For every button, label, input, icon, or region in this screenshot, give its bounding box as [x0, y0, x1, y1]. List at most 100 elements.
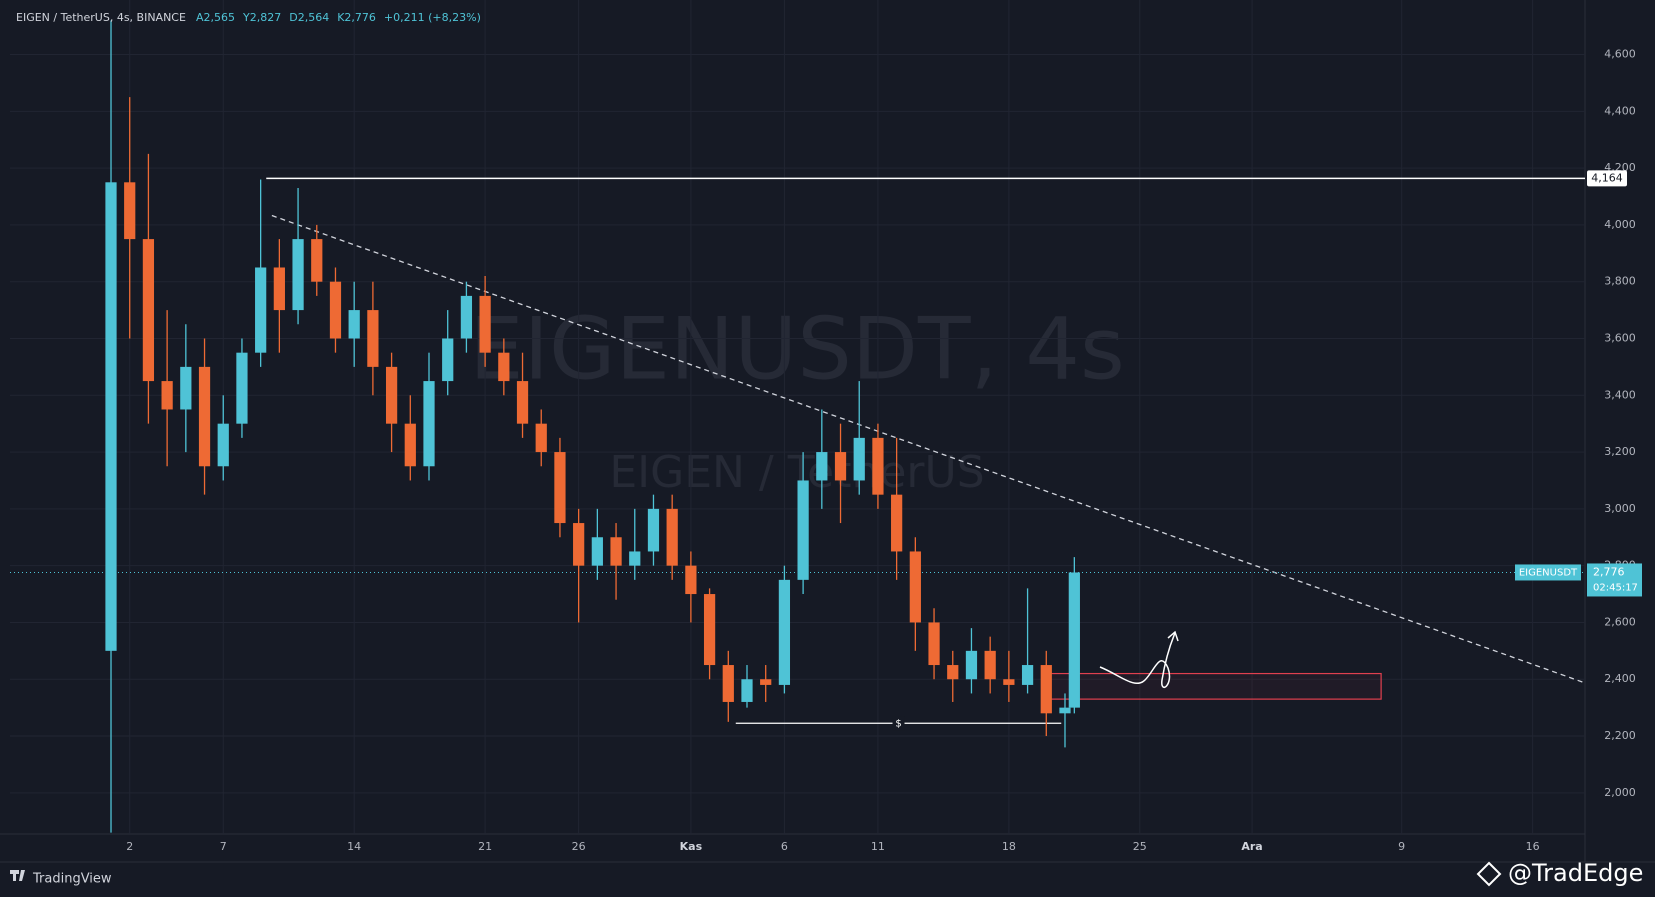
candle-body [703, 594, 716, 666]
trend-line [271, 214, 1586, 684]
demand-zone [1049, 672, 1382, 700]
candle-body [816, 452, 828, 481]
y-tick-label: 4,600 [1604, 48, 1636, 61]
y-tick-label: 4,400 [1604, 104, 1636, 117]
x-tick-label: 18 [1002, 840, 1016, 853]
x-tick-label: Ara [1241, 840, 1262, 853]
candle-body [891, 494, 903, 552]
candle-body [442, 338, 454, 382]
candle-body [348, 310, 360, 339]
candle-body [423, 381, 435, 467]
candle-body [255, 267, 267, 353]
y-tick-label: 3,200 [1604, 445, 1636, 458]
candle-body [685, 565, 697, 595]
y-tick-label: 2,000 [1604, 786, 1636, 799]
candle-body [105, 182, 117, 651]
y-tick-label: 2,400 [1604, 672, 1636, 685]
candle-body [161, 381, 173, 410]
candle-body [778, 579, 791, 685]
candle-body [1040, 665, 1052, 714]
countdown: 02:45:17 [1593, 582, 1638, 593]
candle-body [367, 310, 379, 367]
candle-body [909, 551, 921, 623]
candle-body [610, 537, 622, 566]
author-logo [1476, 861, 1502, 887]
y-tick-label: 2,600 [1604, 615, 1636, 628]
candle-body [329, 281, 342, 339]
x-tick-label: 2 [126, 840, 133, 853]
symbol-tag-bg [1515, 564, 1581, 581]
candle-body [554, 452, 566, 524]
y-tick-label: 3,600 [1604, 331, 1636, 344]
candle-body [498, 352, 510, 382]
candle-body [385, 366, 398, 424]
candle-body [965, 650, 978, 680]
candle-body [591, 537, 603, 566]
candle-body [404, 423, 416, 467]
candle-body [647, 508, 660, 552]
candle-body [741, 679, 753, 702]
legend-value: D2,564 [289, 11, 329, 24]
candle-body [236, 352, 248, 424]
author: @TradEdge [1508, 859, 1643, 887]
level-label-bg [1587, 170, 1627, 187]
candle-body [292, 239, 304, 311]
y-tick-label: 2,200 [1604, 729, 1636, 742]
candle-body [460, 295, 473, 339]
candle-body [797, 480, 809, 580]
candle-body [217, 423, 229, 467]
level-label: 4,164 [1591, 171, 1623, 184]
candle-body [535, 423, 547, 453]
x-tick-label: 11 [871, 840, 885, 853]
legend-value: Y2,827 [242, 11, 281, 24]
candle-body [1059, 707, 1071, 714]
last-price-label: 2,776 [1593, 565, 1625, 578]
x-tick-label: 7 [220, 840, 227, 853]
x-tick-label: 16 [1526, 840, 1540, 853]
x-tick-label: 21 [478, 840, 492, 853]
x-tick-label: 14 [347, 840, 361, 853]
x-tick-label: 6 [781, 840, 788, 853]
y-tick-label: 3,800 [1604, 275, 1636, 288]
legend-value: +0,211 (+8,23%) [384, 11, 481, 24]
candle-body [722, 665, 734, 702]
liquidity-label: $ [895, 718, 901, 729]
candle-body [984, 650, 996, 680]
liquidity-label-bg [892, 716, 905, 731]
candle-body [142, 239, 155, 382]
candle-body [273, 267, 285, 311]
x-tick-label: 9 [1398, 840, 1405, 853]
candle-body [928, 622, 940, 666]
candle-body [516, 381, 529, 424]
y-tick-label: 3,000 [1604, 502, 1636, 515]
candle-body [1021, 665, 1034, 685]
legend-value: A2,565 [196, 11, 235, 24]
tv-logo [10, 870, 25, 881]
candle-body [760, 679, 772, 685]
candle-body [872, 437, 884, 495]
y-tick-label: 4,000 [1604, 218, 1636, 231]
candle-body [198, 366, 211, 467]
x-tick-label: Kas [680, 840, 703, 853]
candle-body [666, 508, 678, 566]
candle-body [479, 295, 491, 353]
candle-body [629, 551, 641, 566]
candle-body [180, 366, 192, 410]
projection-arrow [1099, 632, 1176, 689]
x-tick-label: 26 [572, 840, 586, 853]
symbol: EIGEN / TetherUS, 4s, BINANCE [16, 11, 186, 24]
candle-body [1068, 572, 1080, 708]
last-price-bg [1587, 563, 1642, 597]
legend-value: K2,776 [337, 11, 376, 24]
watermark-sub: EIGEN / TetherUS [609, 447, 984, 498]
brand: TradingView [32, 872, 112, 887]
candle-body [311, 239, 323, 282]
arrow-head [1167, 630, 1179, 642]
y-tick-label: 3,400 [1604, 388, 1636, 401]
x-tick-label: 25 [1133, 840, 1147, 853]
watermark: EIGENUSDT, 4s [469, 299, 1125, 399]
candle-body [947, 665, 959, 680]
candle-body [1003, 679, 1015, 685]
